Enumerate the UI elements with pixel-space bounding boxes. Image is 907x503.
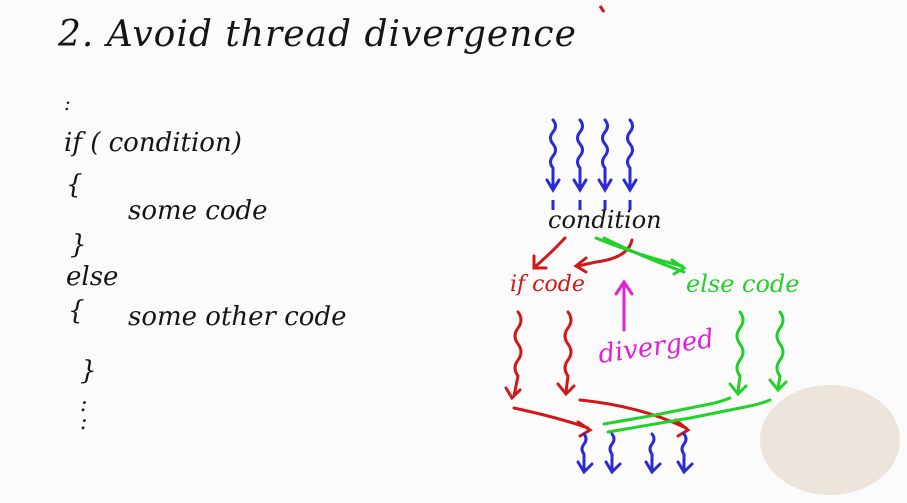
slide-title: 2. Avoid thread divergence bbox=[58, 14, 577, 55]
else-code-label: else code bbox=[686, 270, 800, 298]
if-code-label: if code bbox=[510, 272, 585, 297]
red-merge-2 bbox=[578, 398, 691, 438]
thread-out-1 bbox=[576, 432, 594, 475]
green-line-2 bbox=[602, 236, 686, 274]
else-body: some other code bbox=[128, 302, 347, 332]
red-squiggle-1 bbox=[504, 310, 523, 401]
open-brace-else: { bbox=[68, 296, 85, 326]
ellipsis-top: : bbox=[64, 91, 71, 115]
green-merge-2 bbox=[606, 398, 772, 434]
incoming-threads bbox=[545, 118, 638, 193]
if-branch bbox=[504, 236, 691, 438]
thread-in-2 bbox=[572, 118, 588, 193]
if-statement: if ( condition) bbox=[64, 128, 242, 158]
outgoing-threads bbox=[576, 432, 694, 475]
thread-out-4 bbox=[676, 432, 694, 475]
thread-ticks bbox=[551, 200, 632, 210]
close-brace-if: } bbox=[70, 230, 87, 260]
green-squiggle-2 bbox=[768, 310, 788, 393]
else-branch bbox=[594, 236, 788, 434]
open-brace-if: { bbox=[66, 170, 83, 200]
red-arrow-left bbox=[532, 236, 567, 270]
red-squiggle-2 bbox=[556, 310, 576, 397]
thread-in-3 bbox=[597, 118, 613, 193]
thread-out-2 bbox=[604, 432, 622, 475]
if-body: some code bbox=[128, 196, 268, 226]
ellipsis-bottom-2: : bbox=[80, 410, 88, 435]
else-statement: else bbox=[66, 262, 119, 292]
thread-in-1 bbox=[545, 118, 561, 193]
diverged-arrow bbox=[614, 279, 634, 332]
ellipsis-bottom: : bbox=[80, 392, 88, 417]
red-merge-1 bbox=[512, 406, 593, 438]
stray-mark bbox=[598, 5, 606, 13]
finger-blur bbox=[760, 385, 900, 495]
thread-out-3 bbox=[644, 432, 662, 475]
red-curve-to-if bbox=[573, 238, 634, 274]
green-squiggle-1 bbox=[728, 310, 748, 397]
condition-label: condition bbox=[548, 206, 662, 234]
close-brace-else: } bbox=[80, 356, 97, 386]
green-merge-1 bbox=[602, 396, 732, 426]
thread-in-4 bbox=[622, 118, 638, 193]
